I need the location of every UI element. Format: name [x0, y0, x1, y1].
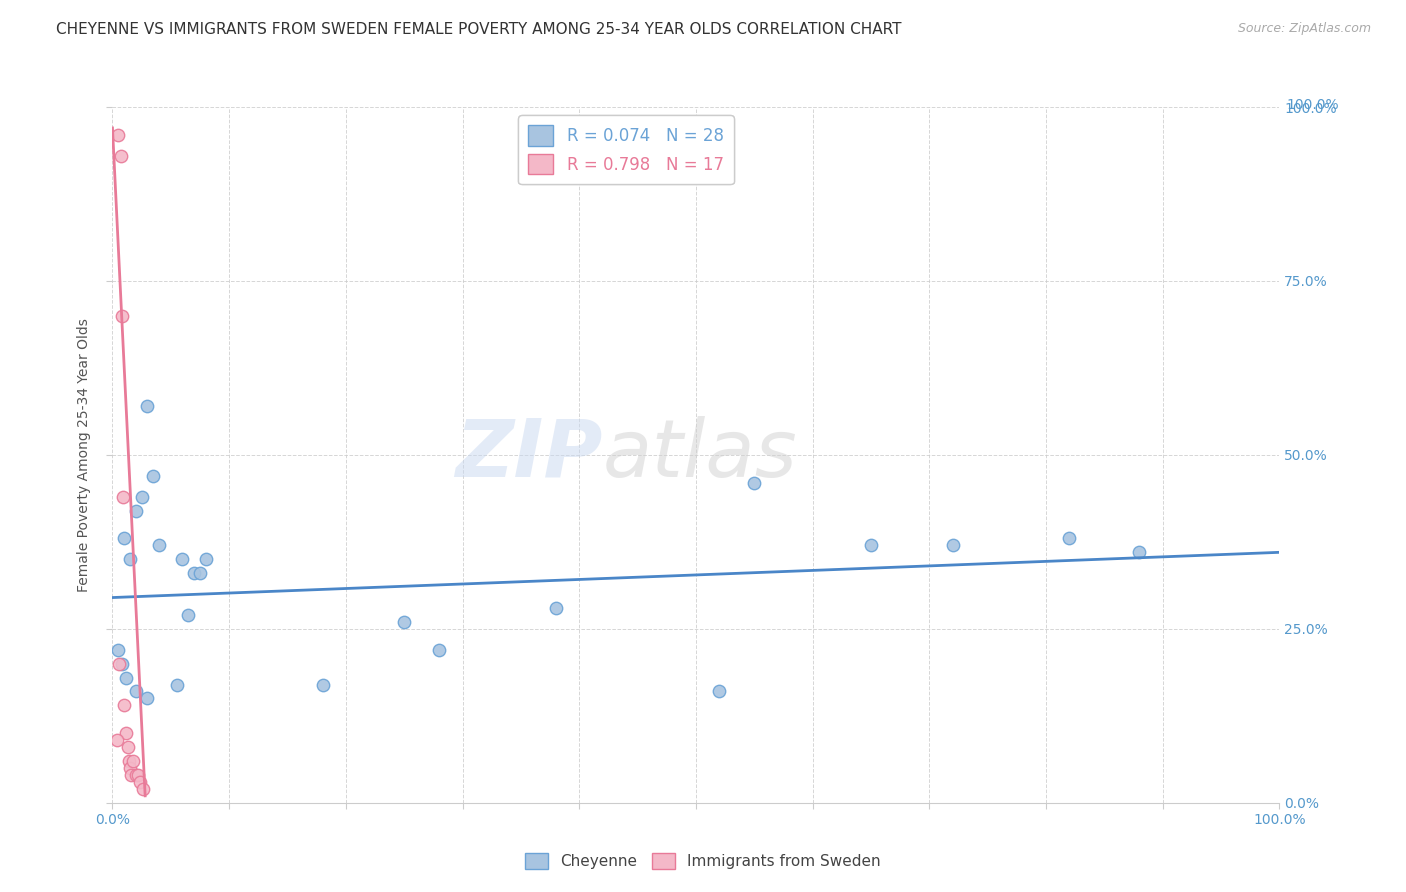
Point — [177, 607, 200, 622]
Point — [111, 309, 134, 323]
Point — [194, 552, 217, 566]
Point — [942, 538, 965, 552]
Point — [118, 552, 141, 566]
Point — [1128, 545, 1150, 559]
Point — [108, 657, 131, 671]
Point — [111, 490, 134, 504]
Point — [742, 475, 765, 490]
Point — [311, 677, 333, 691]
Point — [183, 566, 205, 581]
Point — [142, 468, 165, 483]
Point — [136, 399, 159, 413]
Point — [125, 684, 148, 698]
Point — [132, 781, 155, 796]
Legend: R = 0.074   N = 28, R = 0.798   N = 17: R = 0.074 N = 28, R = 0.798 N = 17 — [519, 115, 734, 185]
Point — [166, 677, 188, 691]
Text: ZIP: ZIP — [456, 416, 603, 494]
Legend: Cheyenne, Immigrants from Sweden: Cheyenne, Immigrants from Sweden — [519, 847, 887, 875]
Point — [427, 642, 450, 657]
Point — [110, 149, 132, 163]
Point — [859, 538, 883, 552]
Point — [148, 538, 170, 552]
Point — [115, 671, 138, 685]
Point — [392, 615, 416, 629]
Point — [136, 691, 159, 706]
Point — [544, 601, 567, 615]
Y-axis label: Female Poverty Among 25-34 Year Olds: Female Poverty Among 25-34 Year Olds — [77, 318, 91, 592]
Point — [709, 684, 731, 698]
Point — [118, 761, 141, 775]
Text: atlas: atlas — [603, 416, 797, 494]
Point — [127, 768, 149, 782]
Point — [112, 698, 135, 713]
Point — [111, 657, 134, 671]
Point — [129, 775, 152, 789]
Point — [125, 503, 148, 517]
Point — [107, 128, 129, 142]
Point — [131, 490, 153, 504]
Point — [122, 754, 145, 768]
Point — [112, 532, 135, 546]
Point — [115, 726, 138, 740]
Point — [118, 754, 141, 768]
Point — [125, 768, 148, 782]
Text: CHEYENNE VS IMMIGRANTS FROM SWEDEN FEMALE POVERTY AMONG 25-34 YEAR OLDS CORRELAT: CHEYENNE VS IMMIGRANTS FROM SWEDEN FEMAL… — [56, 22, 901, 37]
Text: Source: ZipAtlas.com: Source: ZipAtlas.com — [1237, 22, 1371, 36]
Text: 100.0%: 100.0% — [1286, 98, 1339, 112]
Point — [107, 642, 129, 657]
Point — [188, 566, 211, 581]
Point — [1059, 532, 1081, 546]
Point — [117, 740, 139, 755]
Point — [172, 552, 194, 566]
Point — [120, 768, 142, 782]
Point — [105, 733, 128, 747]
